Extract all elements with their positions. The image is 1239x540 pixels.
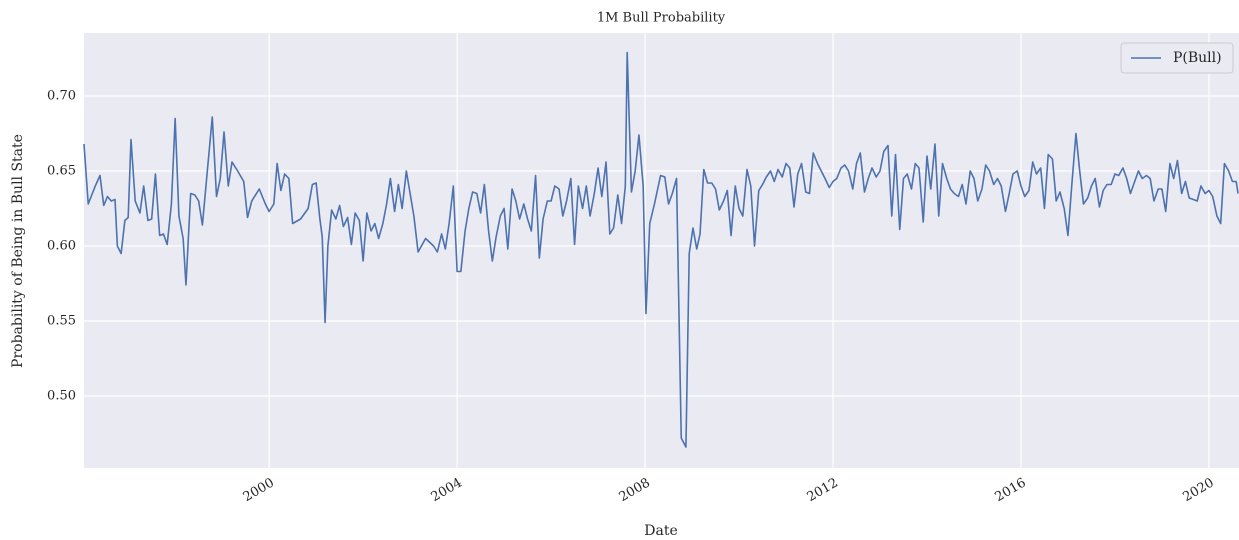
x-axis-label: Date	[644, 523, 677, 539]
x-tick-label: 2016	[993, 476, 1029, 506]
legend-box	[1120, 42, 1234, 74]
y-tick-label: 0.65	[47, 164, 76, 179]
y-tick-label: 0.70	[47, 89, 76, 104]
plot-area	[84, 33, 1239, 468]
x-tick-label: 2012	[805, 476, 841, 506]
x-tick-label: 2004	[429, 476, 465, 506]
data-line	[83, 51, 1239, 448]
legend: P(Bull)	[1120, 42, 1234, 74]
x-tick-label: 2008	[617, 476, 653, 506]
y-tick-label: 0.60	[47, 239, 76, 254]
y-axis-label: Probability of Being in Bull State	[10, 134, 26, 368]
x-tick-label: 2020	[1181, 476, 1217, 506]
x-tick-label: 2000	[241, 476, 277, 506]
y-tick-label: 0.50	[47, 389, 76, 404]
y-tick-label: 0.55	[47, 314, 76, 329]
chart-title: 1M Bull Probability	[597, 11, 726, 26]
legend-label: P(Bull)	[1173, 50, 1222, 66]
